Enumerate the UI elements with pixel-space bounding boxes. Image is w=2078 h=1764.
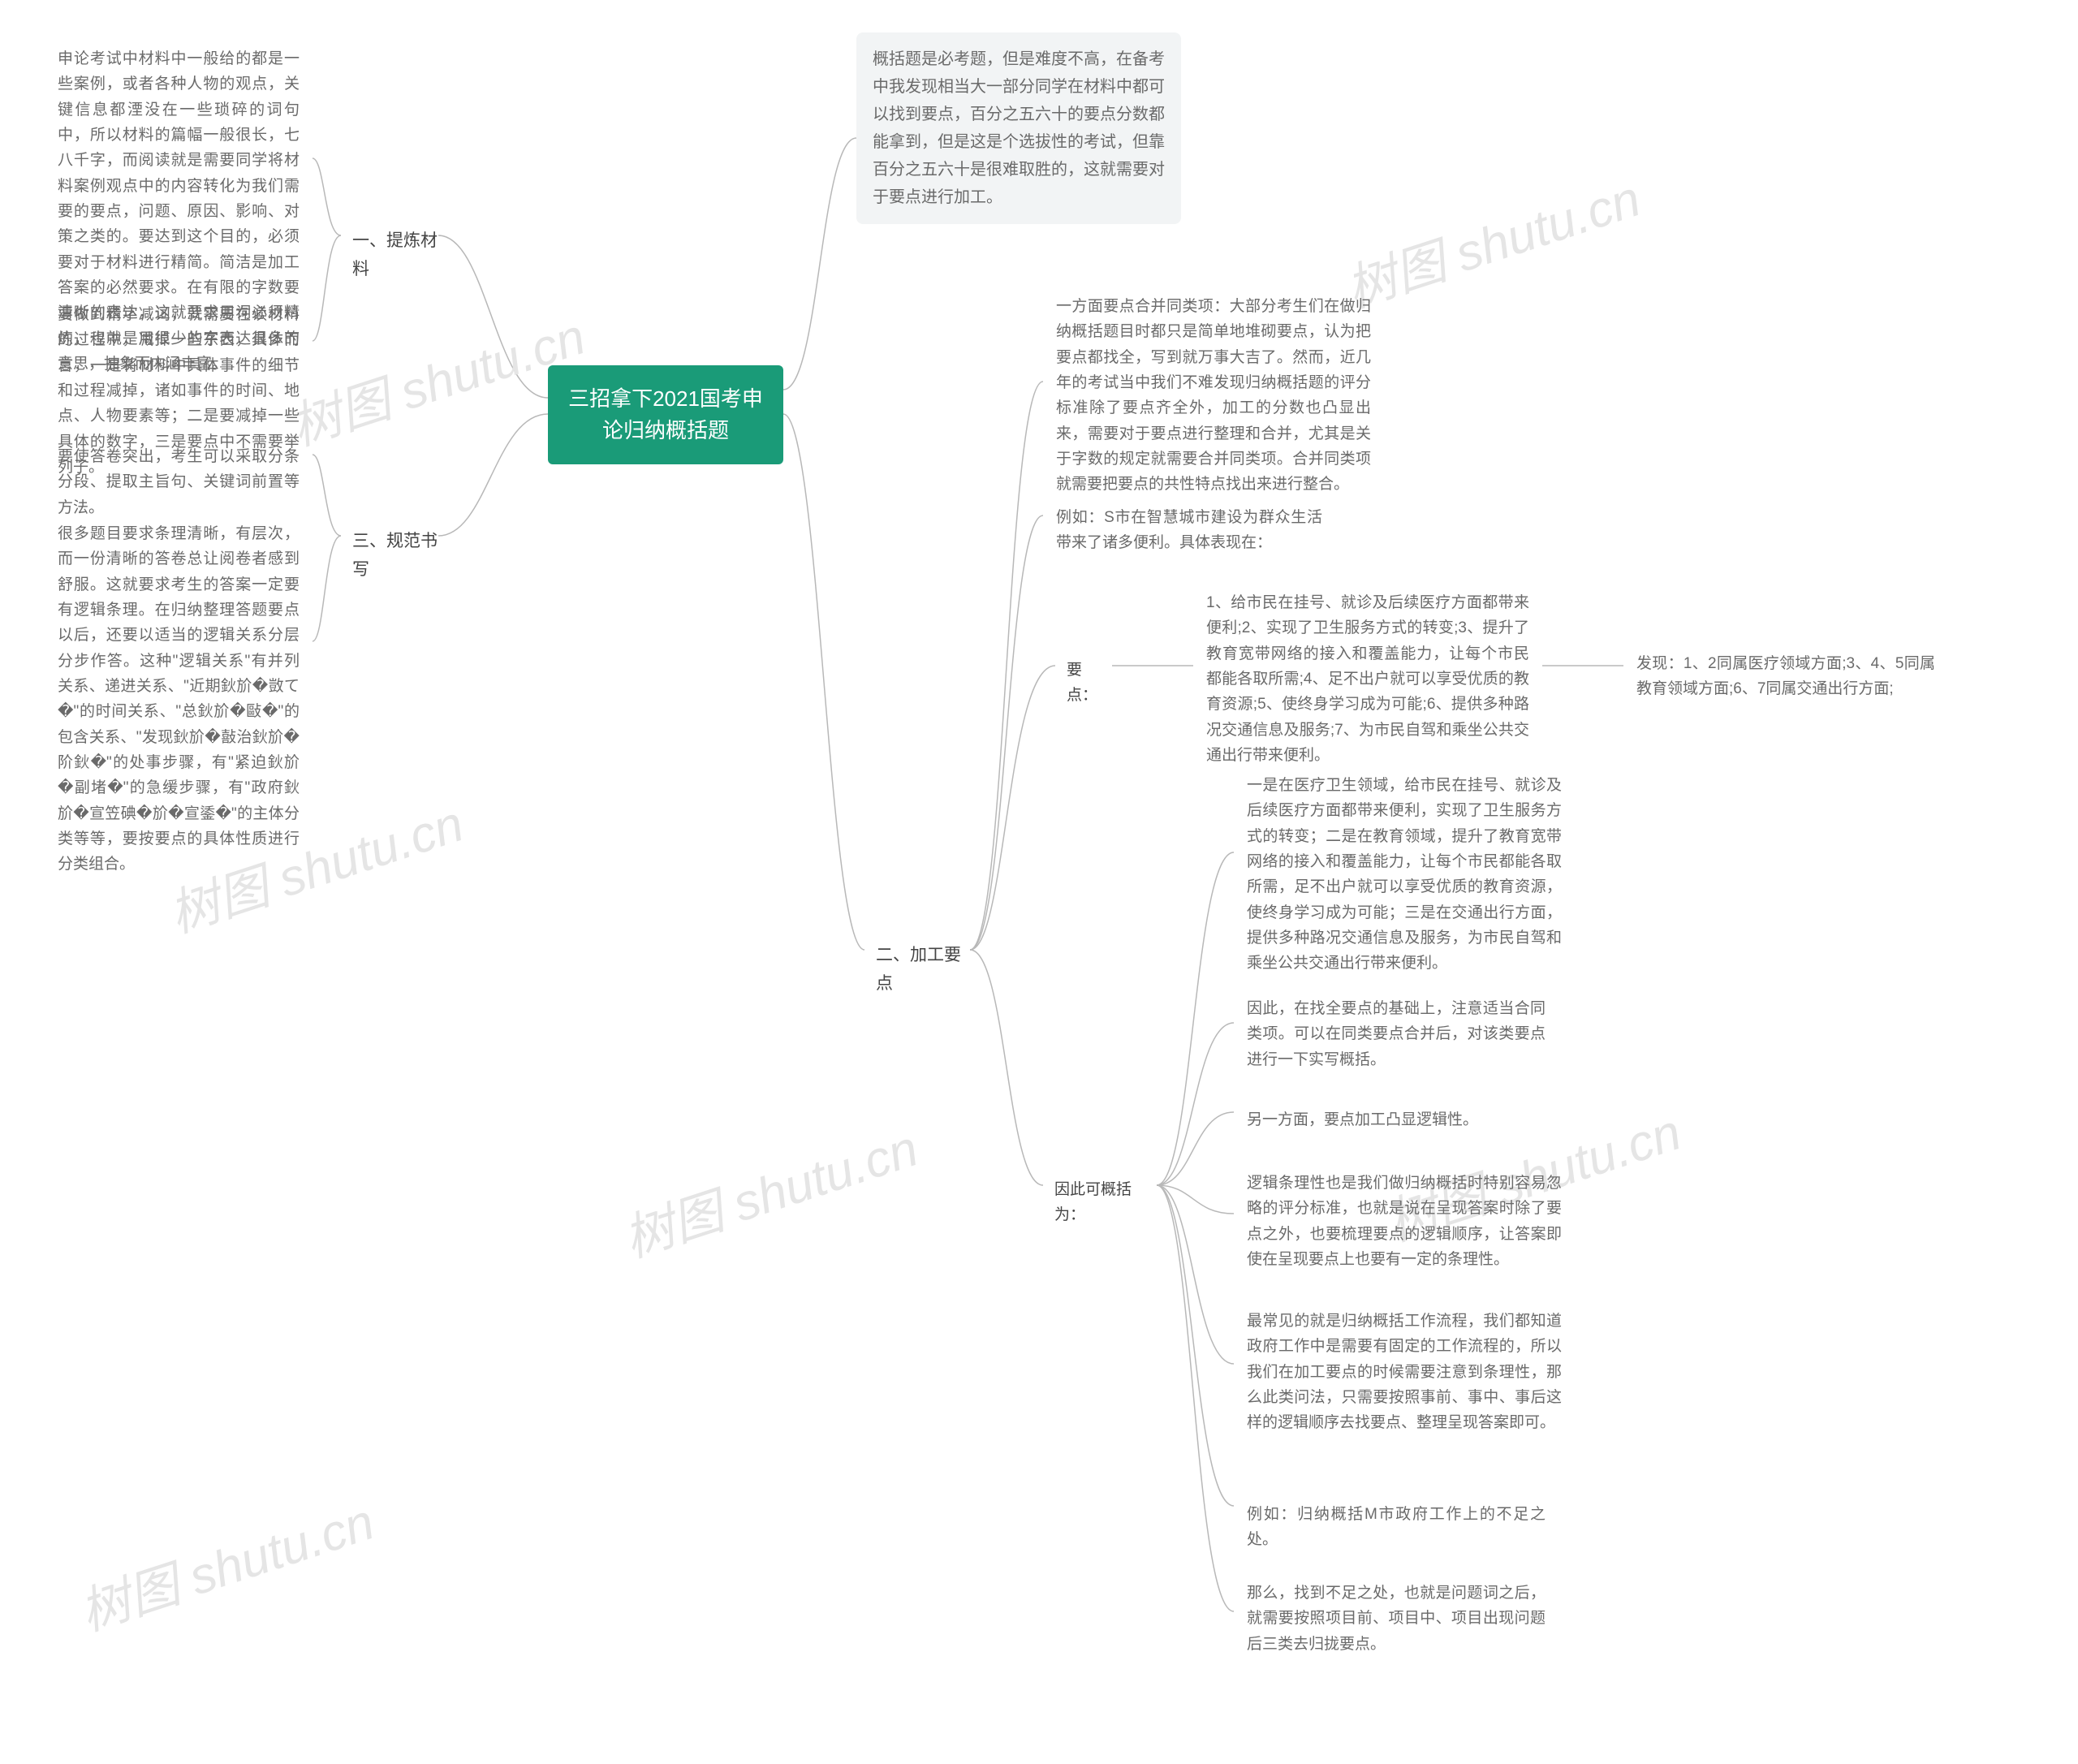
section-3: 三、规范书写 <box>341 521 455 590</box>
section-1: 一、提炼材料 <box>341 221 455 290</box>
summary-block-7: 那么，找到不足之处，也就是问题词之后，就需要按照项目前、项目中、项目出现问题后三… <box>1234 1571 1558 1667</box>
section-2: 二、加工要点 <box>864 935 978 1004</box>
discovery-block: 发现：1、2同属医疗领域方面;3、4、5同属教育领域方面;6、7同属交通出行方面… <box>1623 641 1948 712</box>
summary-block-3: 另一方面，要点加工凸显逻辑性。 <box>1234 1098 1542 1142</box>
root-node: 三招拿下2021国考申论归纳概括题 <box>548 365 783 464</box>
summary-block-2: 因此，在找全要点的基础上，注意适当合同类项。可以在同类要点合并后，对该类要点进行… <box>1234 986 1558 1082</box>
summary-block-5: 最常见的就是归纳概括工作流程，我们都知道政府工作中是需要有固定的工作流程的，所以… <box>1234 1299 1575 1446</box>
mindmap-canvas: 树图 shutu.cn 树图 shutu.cn 树图 shutu.cn 树图 s… <box>0 0 2078 1764</box>
right-block-2: 例如：S市在智慧城市建设为群众生活带来了诸多便利。具体表现在： <box>1043 495 1335 566</box>
watermark: 树图 shutu.cn <box>69 1481 382 1645</box>
points-block: 1、给市民在挂号、就诊及后续医疗方面都带来便利;2、实现了卫生服务方式的转变;3… <box>1193 580 1542 778</box>
left-block-4: 很多题目要求条理清晰，有层次，而一份清晰的答卷总让阅卷者感到舒服。这就要求考生的… <box>45 511 313 887</box>
intro-box: 概括题是必考题，但是难度不高，在备考中我发现相当大一部分同学在材料中都可以找到要… <box>856 32 1181 224</box>
watermark: 树图 shutu.cn <box>613 1107 925 1271</box>
summary-label: 因此可概括为： <box>1043 1171 1165 1235</box>
summary-block-6: 例如：归纳概括M市政府工作上的不足之处。 <box>1234 1492 1558 1563</box>
watermark: 树图 shutu.cn <box>280 295 593 459</box>
summary-block-1: 一是在医疗卫生领域，给市民在挂号、就诊及后续医疗方面都带来便利，实现了卫生服务方… <box>1234 763 1575 986</box>
summary-block-4: 逻辑条理性也是我们做归纳概括时特别容易忽略的评分标准，也就是说在呈现答案时除了要… <box>1234 1161 1575 1282</box>
right-block-1: 一方面要点合并同类项：大部分考生们在做归纳概括题目时都只是简单地堆砌要点，认为把… <box>1043 284 1384 507</box>
points-label: 要点： <box>1055 651 1120 715</box>
